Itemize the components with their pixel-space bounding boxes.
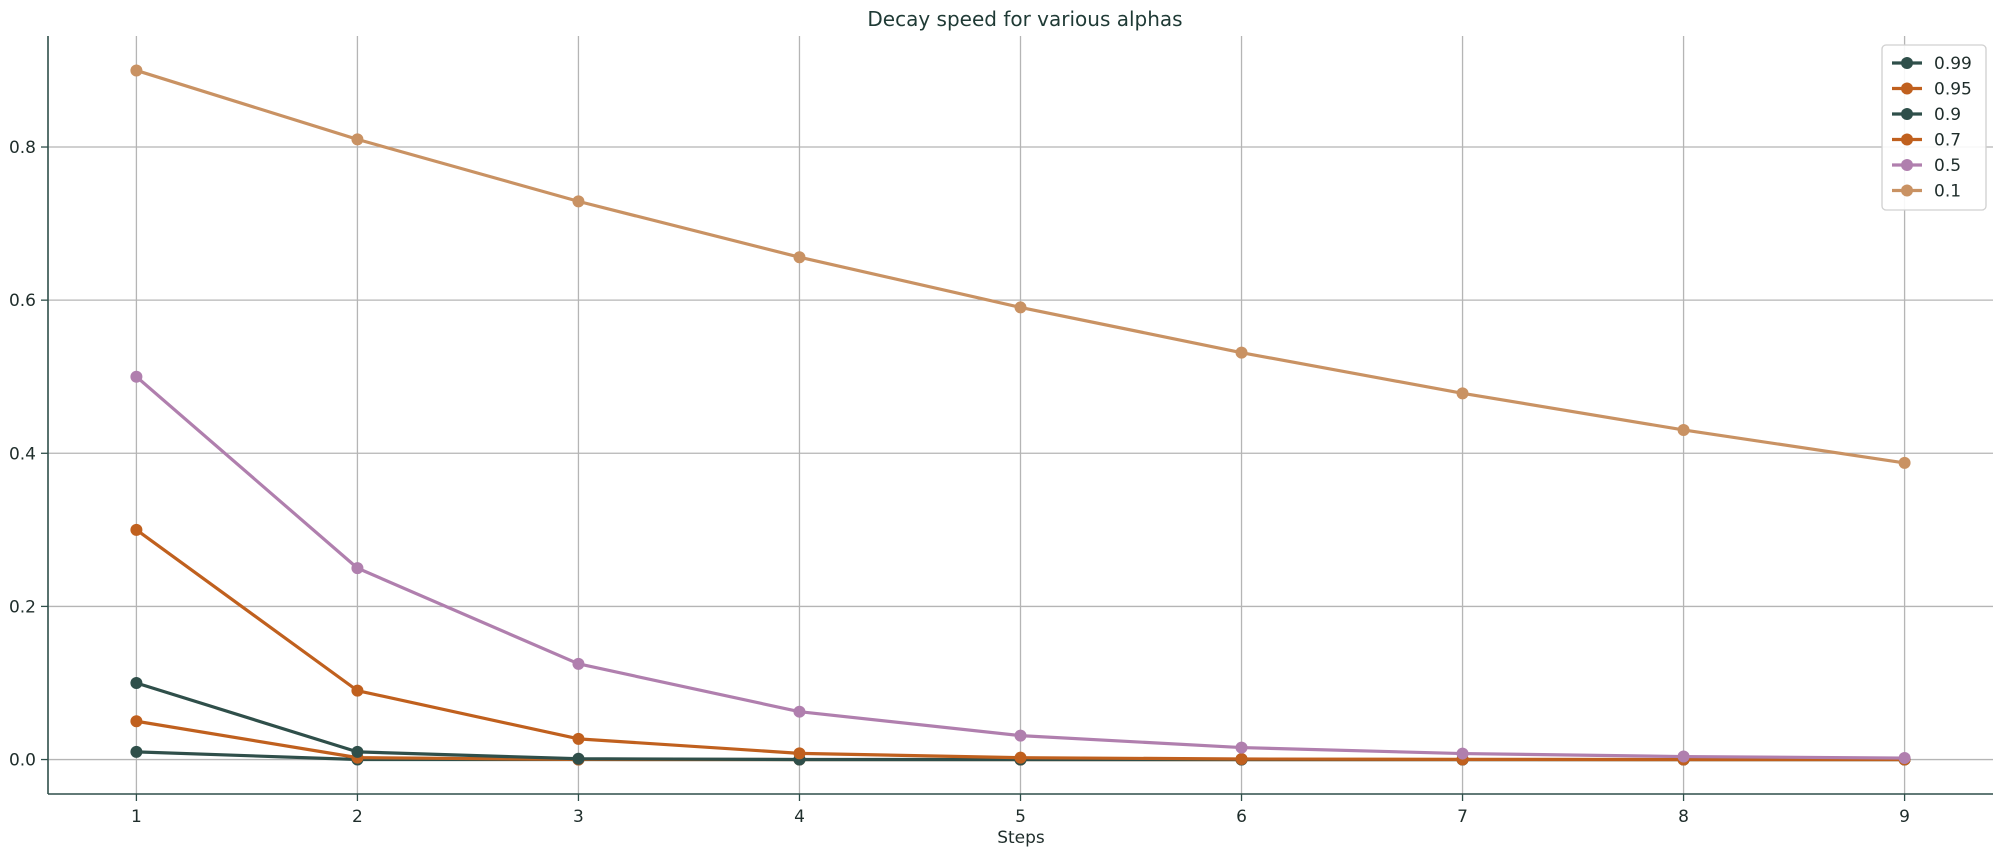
series-0.1 [130, 64, 1911, 469]
x-tick-label: 5 [1015, 807, 1026, 827]
x-tick-label: 3 [573, 807, 584, 827]
data-point [1456, 387, 1469, 400]
data-point [351, 684, 364, 697]
data-point [1014, 301, 1027, 314]
data-point [1014, 751, 1027, 764]
legend-marker [1901, 57, 1913, 69]
data-point [351, 562, 364, 575]
data-point [130, 370, 143, 383]
x-tick-label: 9 [1899, 807, 1910, 827]
data-point [351, 745, 364, 758]
legend-label: 0.9 [1934, 105, 1961, 125]
data-point [572, 195, 585, 208]
data-point [572, 657, 585, 670]
y-tick-label: 0.2 [9, 597, 36, 617]
data-point [130, 715, 143, 728]
data-point [130, 523, 143, 536]
data-point [572, 732, 585, 745]
data-point [1677, 750, 1690, 763]
legend-label: 0.7 [1934, 131, 1961, 151]
legend-entry: 0.95 [1892, 80, 1972, 100]
x-tick-label: 6 [1236, 807, 1247, 827]
legend-entry: 0.5 [1892, 156, 1961, 176]
x-tick-label: 1 [131, 807, 142, 827]
x-tick-label: 8 [1678, 807, 1689, 827]
legend-marker [1901, 159, 1913, 171]
y-tick-labels: 0.0 0.2 0.4 0.6 0.8 [9, 138, 36, 771]
data-point [793, 251, 806, 264]
data-point [793, 705, 806, 718]
x-tick-labels: 1 2 3 4 5 6 7 8 9 [131, 807, 1910, 827]
legend-label: 0.1 [1934, 182, 1961, 202]
data-point [1235, 346, 1248, 359]
legend-label: 0.5 [1934, 156, 1961, 176]
legend-label: 0.95 [1934, 80, 1972, 100]
legend-entry: 0.99 [1892, 54, 1972, 74]
data-point [1014, 729, 1027, 742]
legend-entry: 0.7 [1892, 131, 1961, 151]
series-group [130, 64, 1911, 766]
y-tick-label: 0.6 [9, 291, 36, 311]
data-point [1235, 741, 1248, 754]
x-tick-label: 4 [794, 807, 805, 827]
legend-marker [1901, 108, 1913, 120]
data-point [1235, 752, 1248, 765]
legend-marker [1901, 133, 1913, 146]
legend-marker [1901, 184, 1913, 197]
data-point [130, 64, 143, 77]
data-point [1677, 423, 1690, 436]
x-tick-label: 2 [352, 807, 363, 827]
legend-entry: 0.9 [1892, 105, 1961, 125]
data-point [130, 676, 143, 689]
y-tick-label: 0.4 [9, 444, 36, 464]
data-point [130, 745, 143, 758]
x-tick-label: 7 [1457, 807, 1468, 827]
series-0.5 [130, 370, 1911, 765]
data-point [1898, 456, 1911, 469]
grid [48, 36, 1993, 794]
data-point [351, 133, 364, 146]
chart-title: Decay speed for various alphas [867, 7, 1182, 31]
data-point [572, 752, 585, 765]
data-point [793, 747, 806, 760]
legend-entry: 0.1 [1892, 182, 1961, 202]
legend-marker [1901, 82, 1913, 95]
y-tick-label: 0.0 [9, 751, 36, 771]
y-tick-label: 0.8 [9, 138, 36, 158]
x-axis-label: Steps [997, 828, 1045, 848]
legend: 0.99 0.95 0.9 0.7 0.5 0.1 [1881, 44, 1987, 211]
data-point [1456, 747, 1469, 760]
data-point [1898, 752, 1911, 765]
legend-label: 0.99 [1934, 54, 1972, 74]
axes [41, 36, 1993, 801]
